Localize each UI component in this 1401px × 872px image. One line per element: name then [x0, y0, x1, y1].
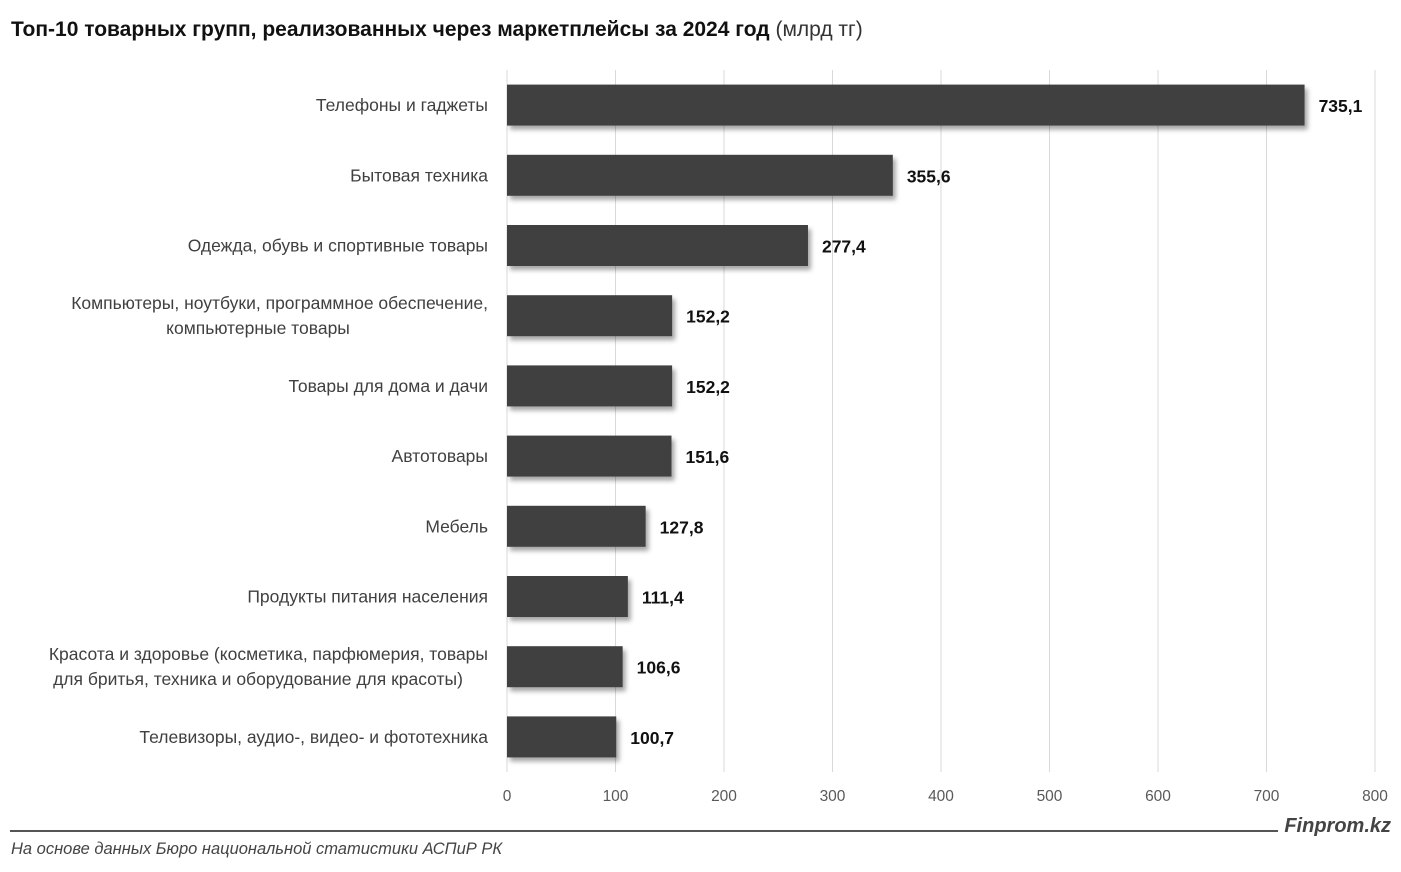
brand-logo-text: Finprom.kz	[1284, 815, 1391, 837]
bar	[507, 295, 673, 337]
bar	[507, 365, 673, 407]
x-tick-label: 400	[928, 788, 954, 805]
chart-title-text: Топ-10 товарных групп, реализованных чер…	[11, 18, 770, 41]
category-label: Автотовары	[392, 446, 488, 466]
category-label: Телевизоры, аудио-, видео- и фототехника	[139, 727, 488, 747]
bar	[507, 576, 628, 617]
x-tick-label: 0	[503, 788, 512, 805]
category-label: Бытовая техника	[350, 165, 488, 185]
bar	[507, 154, 893, 196]
data-label: 151,6	[685, 447, 729, 467]
chart-title: Топ-10 товарных групп, реализованных чер…	[11, 18, 863, 42]
category-label: Телефоны и гаджеты	[316, 95, 488, 115]
category-label: Компьютеры, ноутбуки, программное обеспе…	[71, 293, 488, 313]
data-label: 100,7	[630, 728, 674, 748]
chart-title-unit: (млрд тг)	[775, 18, 863, 41]
bar	[507, 505, 646, 547]
x-tick-label: 600	[1145, 788, 1171, 805]
x-tick-label: 700	[1254, 788, 1280, 805]
data-label: 152,2	[686, 307, 730, 327]
footer-divider	[10, 830, 1278, 832]
x-tick-label: 100	[603, 788, 629, 805]
data-label: 355,6	[907, 166, 951, 186]
bar	[507, 435, 672, 477]
bar	[507, 84, 1305, 126]
data-label: 735,1	[1319, 96, 1363, 116]
category-label: компьютерные товары	[166, 318, 350, 338]
data-label: 127,8	[660, 517, 704, 537]
data-label: 152,2	[686, 377, 730, 397]
data-label: 111,4	[642, 588, 684, 608]
bar-chart: 0 100 200 300 400 500 600 700 800 735,1 Телефоны и…	[49, 70, 1388, 805]
source-note: На основе данных Бюро национальной стати…	[11, 840, 503, 858]
bar	[507, 225, 808, 266]
x-tick-label: 500	[1037, 788, 1063, 805]
category-label: Мебель	[425, 516, 488, 536]
x-tick-label: 300	[820, 788, 846, 805]
x-tick-label: 800	[1362, 788, 1388, 805]
bar	[507, 646, 623, 688]
category-label: Товары для дома и дачи	[289, 376, 488, 396]
bar	[507, 716, 617, 758]
data-label: 277,4	[822, 237, 866, 257]
category-label: Продукты питания населения	[247, 587, 488, 607]
data-label: 106,6	[637, 658, 681, 678]
category-label: для бритья, техника и оборудование для к…	[53, 669, 463, 689]
category-label: Одежда, обувь и спортивные товары	[188, 236, 488, 256]
x-tick-label: 200	[711, 788, 737, 805]
category-label: Красота и здоровье (косметика, парфюмери…	[49, 644, 488, 664]
